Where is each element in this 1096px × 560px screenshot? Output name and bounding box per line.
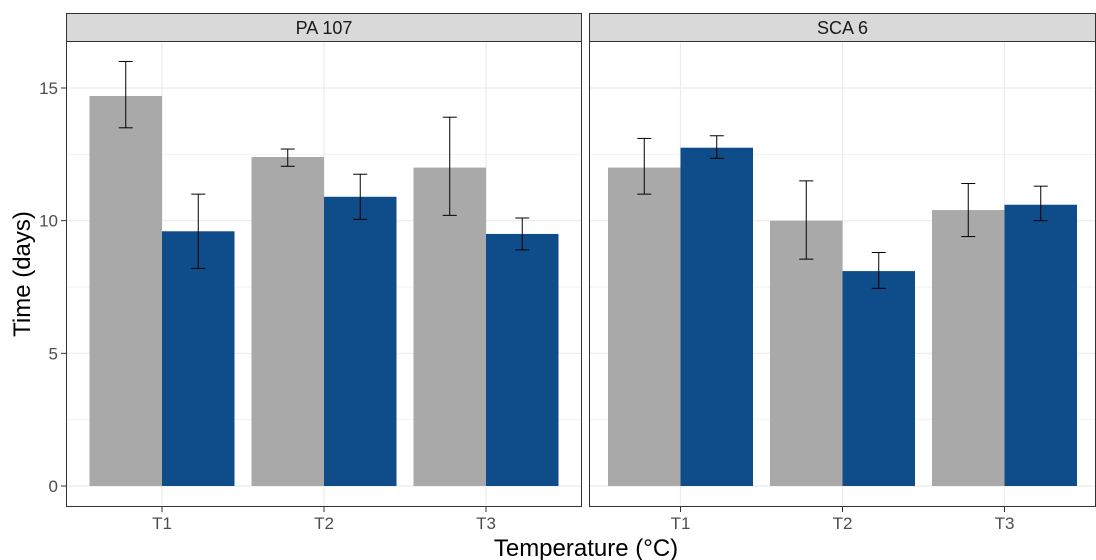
bar [680,147,753,486]
x-tick-label: T2 [314,514,334,533]
y-tick-label: 0 [49,477,58,496]
bar [1004,204,1077,486]
x-axis-title: Temperature (°C) [494,535,678,560]
bar [89,95,162,487]
facet-strip [589,13,1096,42]
x-tick-label: T3 [476,514,496,533]
facet-strip [66,13,582,42]
facet-strip-label: SCA 6 [817,18,868,38]
bar [608,167,681,486]
x-tick-label: T1 [671,514,691,533]
bar [162,231,235,486]
x-tick-label: T2 [833,514,853,533]
y-tick-label: 15 [39,79,58,98]
facet-strip-label: PA 107 [296,18,353,38]
y-tick-label: 10 [39,212,58,231]
bar [324,196,397,486]
bar [932,210,1005,486]
x-tick-label: T3 [995,514,1015,533]
bar [486,233,559,486]
bar [251,156,324,486]
bar [842,271,915,486]
bar [413,167,486,486]
bar [770,220,843,486]
x-tick-label: T1 [152,514,172,533]
y-tick-label: 5 [49,344,58,363]
y-axis-title: Time (days) [9,211,36,337]
